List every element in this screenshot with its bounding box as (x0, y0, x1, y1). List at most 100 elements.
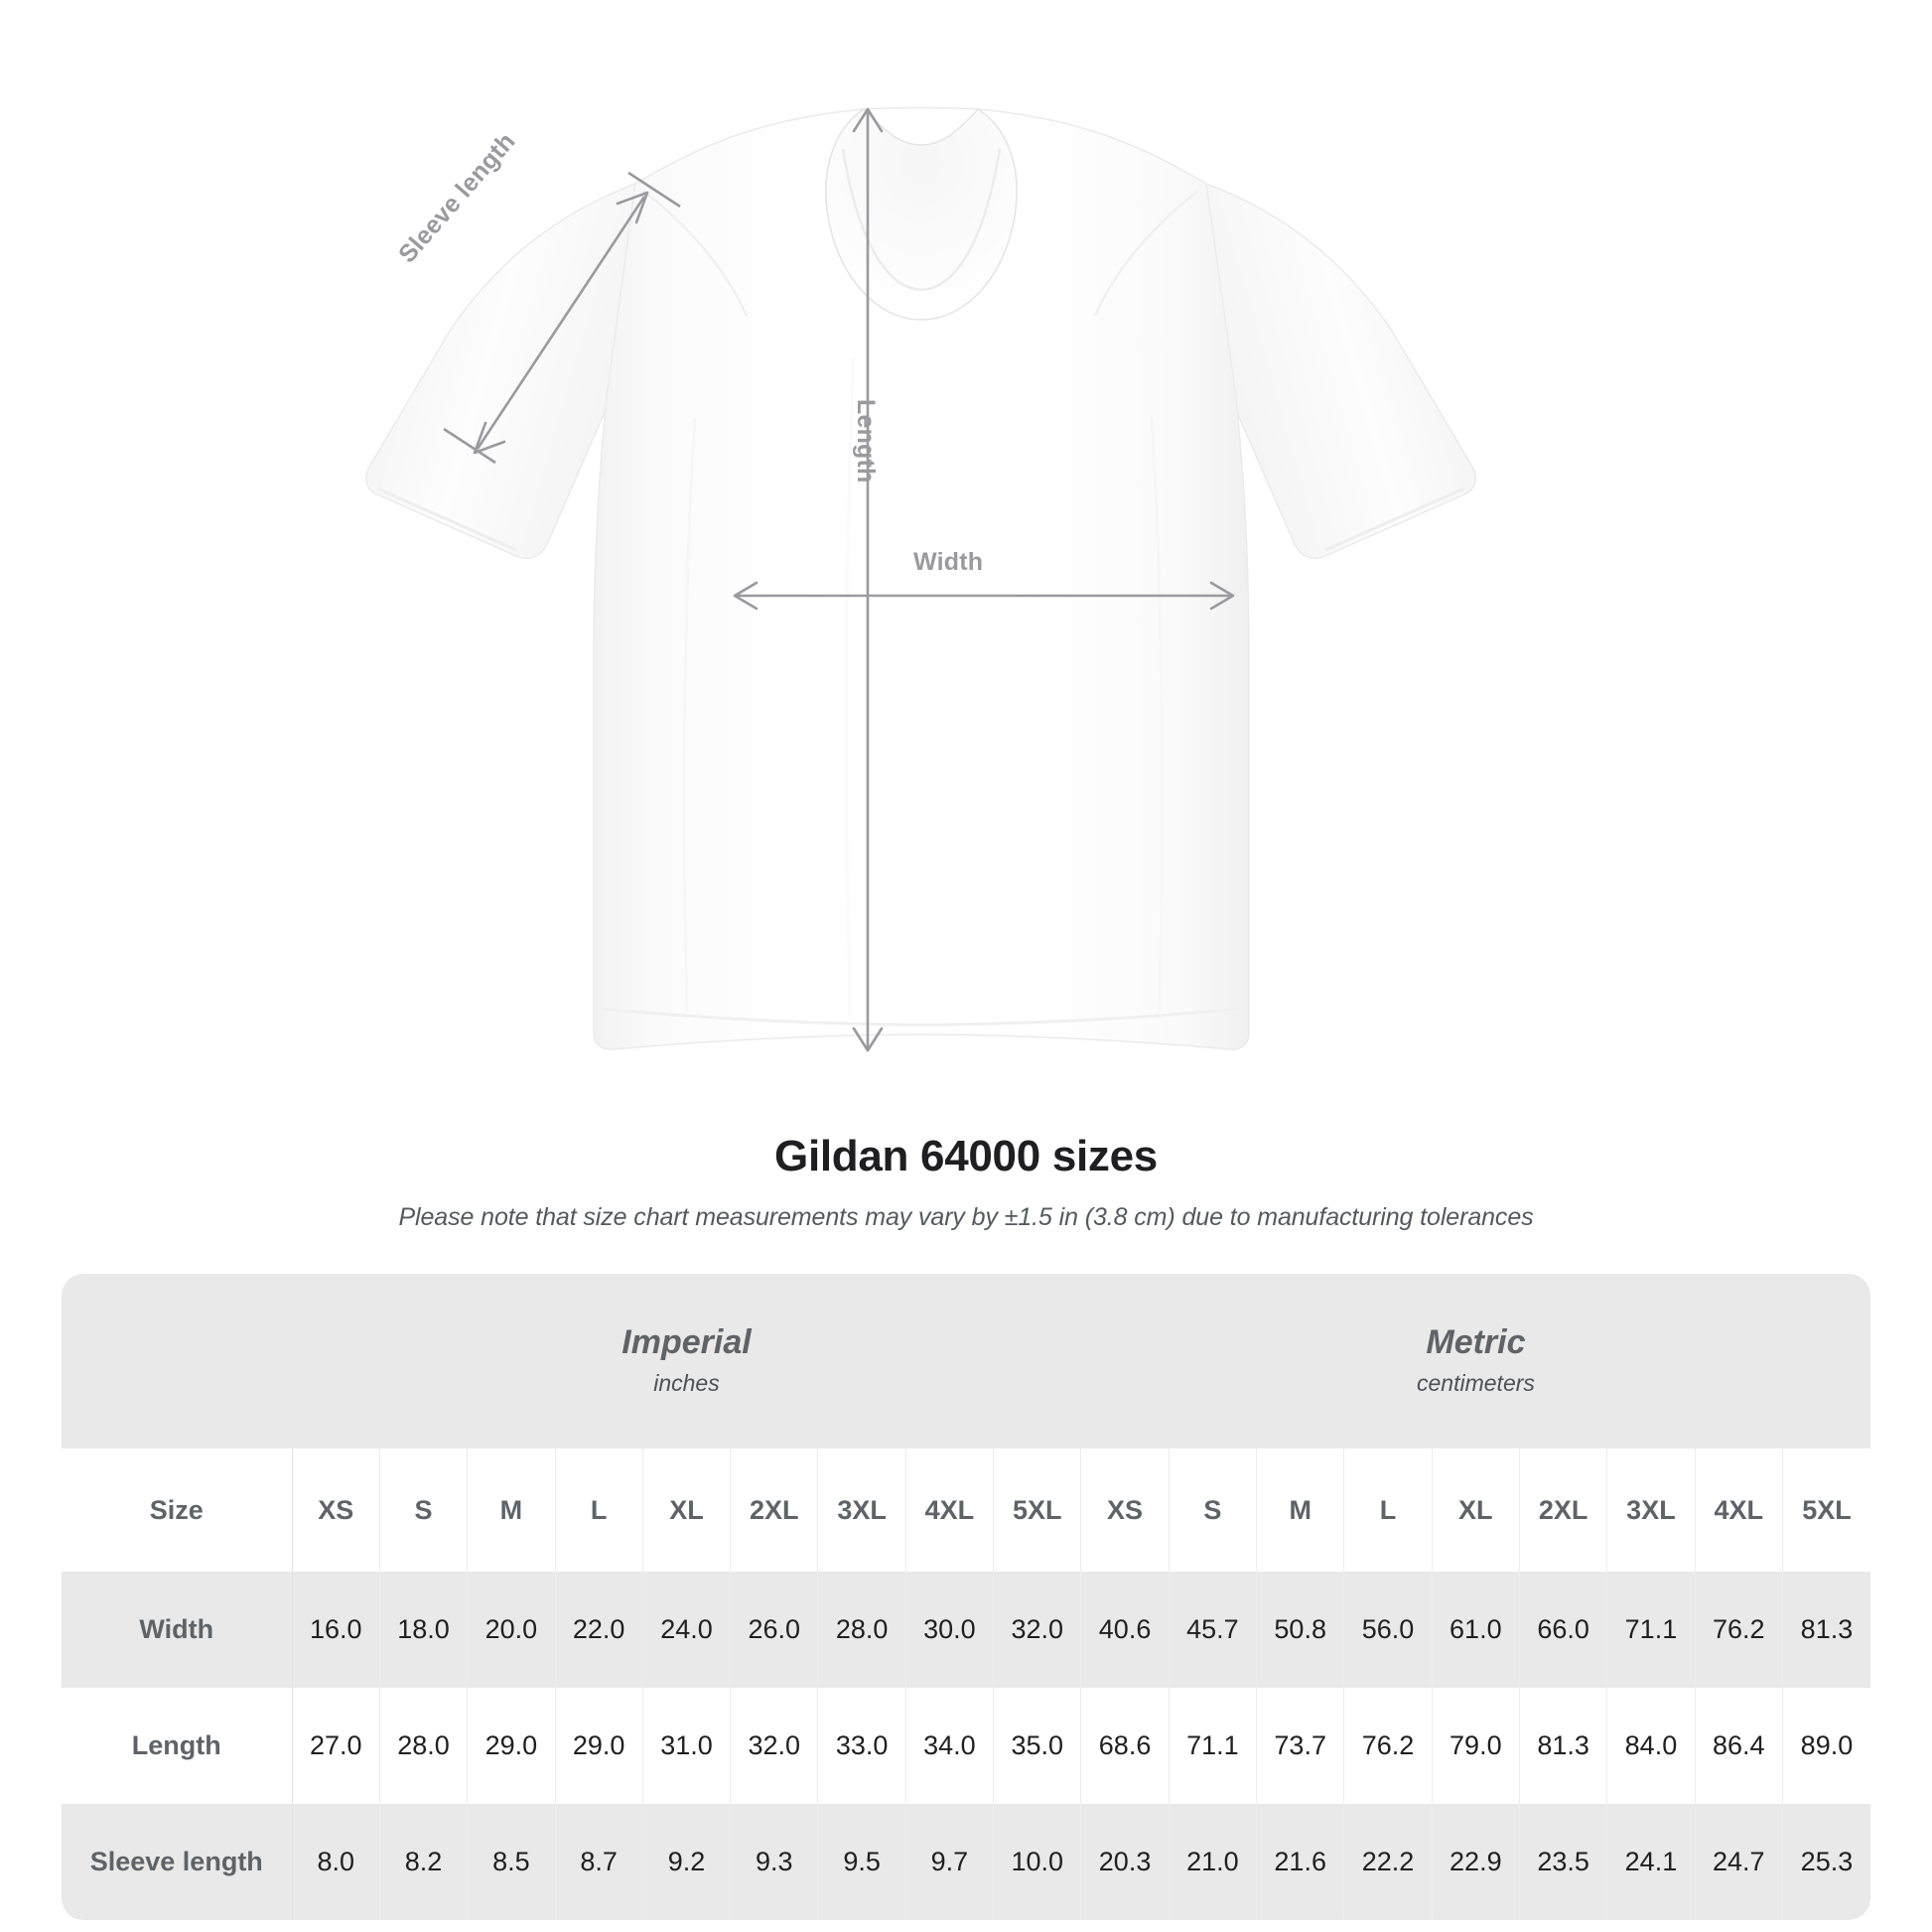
table-row-length: Length 27.0 28.0 29.0 29.0 31.0 32.0 33.… (62, 1688, 1870, 1804)
cell-sleeve-imperial-l: 8.7 (555, 1804, 643, 1920)
tshirt-body-shape (364, 106, 1477, 1050)
cell-length-metric-xl: 79.0 (1432, 1688, 1520, 1804)
cell-width-imperial-5xl: 32.0 (993, 1572, 1082, 1688)
unit-sub-metric: centimeters (1417, 1370, 1535, 1397)
cell-length-imperial-l: 29.0 (555, 1688, 643, 1804)
size-header-metric-s: S (1169, 1449, 1258, 1572)
cell-length-imperial-m: 29.0 (467, 1688, 556, 1804)
cell-sleeve-imperial-xs: 8.0 (291, 1804, 380, 1920)
width-dimension-label: Width (913, 548, 984, 576)
cell-length-metric-xs: 68.6 (1080, 1688, 1170, 1804)
unit-header-imperial: Imperial inches (292, 1274, 1081, 1449)
cell-width-metric-2xl: 66.0 (1519, 1572, 1608, 1688)
size-header-imperial-xl: XL (642, 1449, 732, 1572)
unit-header-row: Imperial inches Metric centimeters (62, 1274, 1870, 1449)
cell-sleeve-metric-l: 22.2 (1343, 1804, 1433, 1920)
cell-width-imperial-4xl: 30.0 (905, 1572, 995, 1688)
cell-length-imperial-4xl: 34.0 (905, 1688, 995, 1804)
cell-sleeve-imperial-2xl: 9.3 (730, 1804, 819, 1920)
cell-width-imperial-s: 18.0 (379, 1572, 469, 1688)
row-label-width: Width (62, 1572, 293, 1688)
cell-length-imperial-xl: 31.0 (642, 1688, 732, 1804)
cell-width-imperial-xs: 16.0 (291, 1572, 380, 1688)
tshirt-illustration (364, 106, 1477, 1052)
cell-sleeve-metric-2xl: 23.5 (1519, 1804, 1608, 1920)
cell-width-metric-4xl: 76.2 (1695, 1572, 1783, 1688)
row-label-length: Length (62, 1688, 293, 1804)
size-header-imperial-s: S (379, 1449, 469, 1572)
cell-length-metric-5xl: 89.0 (1782, 1688, 1870, 1804)
cell-width-metric-3xl: 71.1 (1606, 1572, 1696, 1688)
cell-sleeve-metric-5xl: 25.3 (1782, 1804, 1870, 1920)
size-header-metric-l: L (1343, 1449, 1433, 1572)
cell-length-metric-4xl: 86.4 (1695, 1688, 1783, 1804)
cell-sleeve-metric-xs: 20.3 (1080, 1804, 1170, 1920)
cell-length-metric-s: 71.1 (1169, 1688, 1258, 1804)
unit-header-spacer (62, 1274, 293, 1449)
unit-header-metric: Metric centimeters (1080, 1274, 1870, 1449)
cell-width-metric-xl: 61.0 (1432, 1572, 1520, 1688)
size-header-imperial-l: L (555, 1449, 643, 1572)
width-dimension-arrow (733, 581, 1235, 611)
sleeve-length-dimension-arrow (443, 171, 681, 465)
row-label-sleeve-length: Sleeve length (62, 1804, 293, 1920)
cell-width-imperial-l: 22.0 (555, 1572, 643, 1688)
cell-length-imperial-3xl: 33.0 (817, 1688, 906, 1804)
unit-name-metric: Metric (1426, 1322, 1526, 1361)
size-chart-table: Imperial inches Metric centimeters Size … (62, 1274, 1870, 1920)
length-dimension-label: Length (852, 399, 880, 483)
cell-width-metric-5xl: 81.3 (1782, 1572, 1870, 1688)
size-header-imperial-2xl: 2XL (730, 1449, 819, 1572)
size-header-metric-xs: XS (1080, 1449, 1170, 1572)
size-header-metric-4xl: 4XL (1695, 1449, 1783, 1572)
cell-sleeve-imperial-xl: 9.2 (642, 1804, 732, 1920)
tshirt-diagram: Sleeve length Length Width (364, 106, 1477, 1052)
cell-sleeve-metric-s: 21.0 (1169, 1804, 1258, 1920)
cell-sleeve-imperial-3xl: 9.5 (817, 1804, 906, 1920)
cell-length-imperial-2xl: 32.0 (730, 1688, 819, 1804)
title-block: Gildan 64000 sizes Please note that size… (0, 1132, 1932, 1232)
size-header-imperial-3xl: 3XL (817, 1449, 906, 1572)
cell-length-metric-l: 76.2 (1343, 1688, 1433, 1804)
size-header-imperial-m: M (467, 1449, 556, 1572)
size-header-imperial-5xl: 5XL (993, 1449, 1082, 1572)
size-header-metric-5xl: 5XL (1782, 1449, 1870, 1572)
size-header-metric-m: M (1256, 1449, 1345, 1572)
unit-name-imperial: Imperial (621, 1322, 752, 1361)
cell-length-metric-2xl: 81.3 (1519, 1688, 1608, 1804)
size-header-row: Size XS S M L XL 2XL 3XL 4XL 5XL XS S M … (62, 1449, 1870, 1572)
size-header-label: Size (62, 1449, 293, 1572)
size-header-imperial-4xl: 4XL (905, 1449, 995, 1572)
cell-length-metric-m: 73.7 (1256, 1688, 1345, 1804)
cell-length-imperial-s: 28.0 (379, 1688, 469, 1804)
cell-width-metric-l: 56.0 (1343, 1572, 1433, 1688)
cell-sleeve-metric-xl: 22.9 (1432, 1804, 1520, 1920)
cell-sleeve-imperial-5xl: 10.0 (993, 1804, 1082, 1920)
length-dimension-arrow (852, 107, 884, 1052)
size-header-metric-xl: XL (1432, 1449, 1520, 1572)
page-title: Gildan 64000 sizes (774, 1132, 1158, 1180)
cell-width-imperial-m: 20.0 (467, 1572, 556, 1688)
size-header-metric-2xl: 2XL (1519, 1449, 1608, 1572)
dimension-lines (443, 107, 1235, 1052)
cell-width-metric-s: 45.7 (1169, 1572, 1258, 1688)
cell-width-metric-xs: 40.6 (1080, 1572, 1170, 1688)
cell-sleeve-imperial-m: 8.5 (467, 1804, 556, 1920)
cell-width-imperial-2xl: 26.0 (730, 1572, 819, 1688)
cell-width-imperial-xl: 24.0 (642, 1572, 732, 1688)
cell-length-imperial-xs: 27.0 (291, 1688, 380, 1804)
cell-sleeve-metric-3xl: 24.1 (1606, 1804, 1696, 1920)
cell-sleeve-metric-4xl: 24.7 (1695, 1804, 1783, 1920)
table-row-width: Width 16.0 18.0 20.0 22.0 24.0 26.0 28.0… (62, 1572, 1870, 1688)
cell-sleeve-imperial-s: 8.2 (379, 1804, 469, 1920)
cell-width-metric-m: 50.8 (1256, 1572, 1345, 1688)
cell-sleeve-imperial-4xl: 9.7 (905, 1804, 995, 1920)
cell-width-imperial-3xl: 28.0 (817, 1572, 906, 1688)
unit-sub-imperial: inches (653, 1370, 720, 1397)
size-chart-table-wrapper: Imperial inches Metric centimeters Size … (62, 1274, 1870, 1920)
tolerance-note: Please note that size chart measurements… (398, 1203, 1534, 1231)
cell-length-metric-3xl: 84.0 (1606, 1688, 1696, 1804)
cell-length-imperial-5xl: 35.0 (993, 1688, 1082, 1804)
size-header-imperial-xs: XS (291, 1449, 380, 1572)
table-row-sleeve-length: Sleeve length 8.0 8.2 8.5 8.7 9.2 9.3 9.… (62, 1804, 1870, 1920)
